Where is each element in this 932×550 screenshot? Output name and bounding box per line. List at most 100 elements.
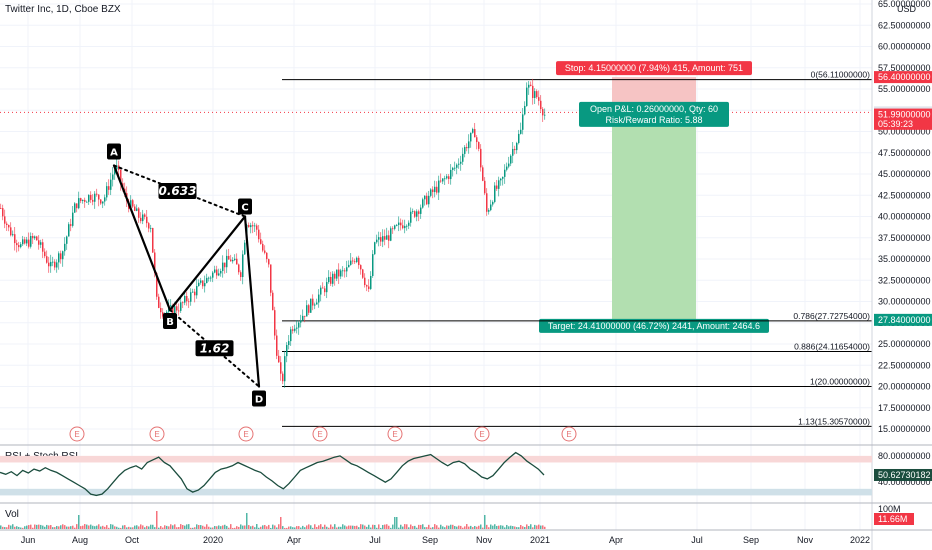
candle-body: [490, 204, 492, 211]
volume-bar: [470, 525, 472, 529]
volume-bar: [268, 524, 270, 529]
volume-bar: [404, 524, 406, 529]
volume-bar: [352, 525, 354, 529]
candle-body: [144, 214, 146, 217]
volume-bar: [216, 526, 218, 529]
candle-body: [478, 142, 480, 149]
volume-bar: [474, 525, 476, 529]
candle-body: [152, 227, 154, 253]
volume-bar: [542, 525, 544, 529]
candle-body: [132, 200, 134, 207]
volume-bar: [476, 526, 478, 529]
harmonic-point-a[interactable]: [107, 143, 121, 160]
rsi-pane[interactable]: RSI + Stoch RSI80.0000000040.0000000050.…: [0, 451, 932, 497]
candle-body: [24, 239, 26, 244]
volume-bar: [128, 526, 130, 529]
volume-bar: [344, 525, 346, 529]
currency-label: USD: [897, 4, 917, 14]
target-label[interactable]: [539, 318, 769, 333]
fib-level-label: 0(56.11000000): [811, 70, 871, 80]
candle-body: [256, 225, 258, 230]
candle-body: [238, 264, 240, 273]
candle-body: [276, 335, 278, 356]
candle-body: [100, 199, 102, 204]
volume-bar: [52, 527, 54, 529]
candle-body: [212, 272, 214, 278]
candle-body: [372, 254, 374, 276]
volume-bar: [102, 525, 104, 529]
candle-body: [464, 147, 466, 154]
candle-body: [52, 261, 54, 263]
volume-bar: [316, 526, 318, 529]
harmonic-ratio-line[interactable]: [169, 309, 260, 388]
volume-bar: [370, 527, 372, 529]
candle-body: [108, 186, 110, 190]
candle-body: [472, 129, 474, 133]
volume-bar: [338, 526, 340, 529]
candle-body: [200, 280, 202, 283]
candle-body: [252, 225, 254, 227]
harmonic-leg[interactable]: [168, 215, 247, 312]
volume-bar: [486, 524, 488, 529]
earnings-icon[interactable]: [312, 426, 328, 442]
stop-label[interactable]: [556, 61, 752, 76]
volume-bar: [176, 527, 178, 529]
volume-bar: [264, 524, 266, 529]
harmonic-ratio-box[interactable]: [158, 183, 197, 199]
candle-body: [38, 240, 40, 245]
candle-body: [130, 200, 132, 209]
earnings-icon[interactable]: [238, 426, 254, 442]
volume-bar: [16, 526, 18, 529]
harmonic-ratio-box[interactable]: [195, 340, 234, 357]
earnings-icon[interactable]: [387, 426, 403, 442]
candle-body: [16, 243, 18, 246]
grid-lines: [0, 0, 872, 530]
volume-bar: [466, 524, 468, 529]
harmonic-point-d[interactable]: [252, 390, 266, 407]
volume-bar: [84, 524, 86, 529]
harmonic-point-b[interactable]: [163, 313, 177, 329]
harmonic-leg[interactable]: [112, 164, 172, 312]
candle-body: [0, 208, 2, 209]
volume-bar: [468, 526, 470, 529]
price-axis[interactable]: 65.00000000 62.50000000 60.00000000 57.5000…: [878, 0, 931, 434]
candle-body: [70, 224, 72, 226]
candle-body: [104, 197, 106, 202]
candle-body: [60, 253, 62, 260]
candle-body: [262, 243, 264, 251]
volume-bar: [330, 524, 332, 529]
candle-body: [352, 260, 354, 262]
volume-bar: [326, 526, 328, 529]
candle-body: [150, 227, 152, 229]
volume-bar: [56, 525, 58, 529]
volume-bar: [192, 527, 194, 529]
time-axis[interactable]: Jun Aug Oct 2020 Apr Jul Sep Nov 2021 Apr Jul Sep No…: [21, 535, 870, 545]
candle-body: [102, 201, 104, 204]
candle-body: [370, 275, 372, 289]
pnl-label[interactable]: [579, 101, 729, 127]
volume-bar: [526, 524, 528, 529]
volume-bar: [386, 524, 388, 529]
volume-bar: [134, 525, 136, 529]
candle-body: [426, 195, 428, 205]
earnings-icon[interactable]: [69, 426, 85, 442]
profit-target-zone[interactable]: [612, 112, 696, 320]
harmonic-point-c[interactable]: [238, 198, 252, 215]
candle-body: [120, 169, 122, 184]
candle-body: [274, 310, 276, 336]
volume-bar: [280, 517, 282, 529]
harmonic-leg[interactable]: [243, 215, 261, 388]
price-tick-label: 62.50000000: [878, 20, 931, 30]
volume-bar: [158, 527, 160, 529]
harmonic-ratio-line[interactable]: [113, 164, 246, 218]
price-tick-label: 15.00000000: [878, 424, 931, 434]
volume-bar: [292, 527, 294, 529]
earnings-icon[interactable]: [149, 426, 165, 442]
candle-body: [528, 84, 530, 88]
volume-bar: [12, 524, 14, 529]
earnings-icon[interactable]: [474, 426, 490, 442]
earnings-icon[interactable]: [561, 426, 577, 442]
volume-value-text: 11.66M: [878, 514, 907, 524]
